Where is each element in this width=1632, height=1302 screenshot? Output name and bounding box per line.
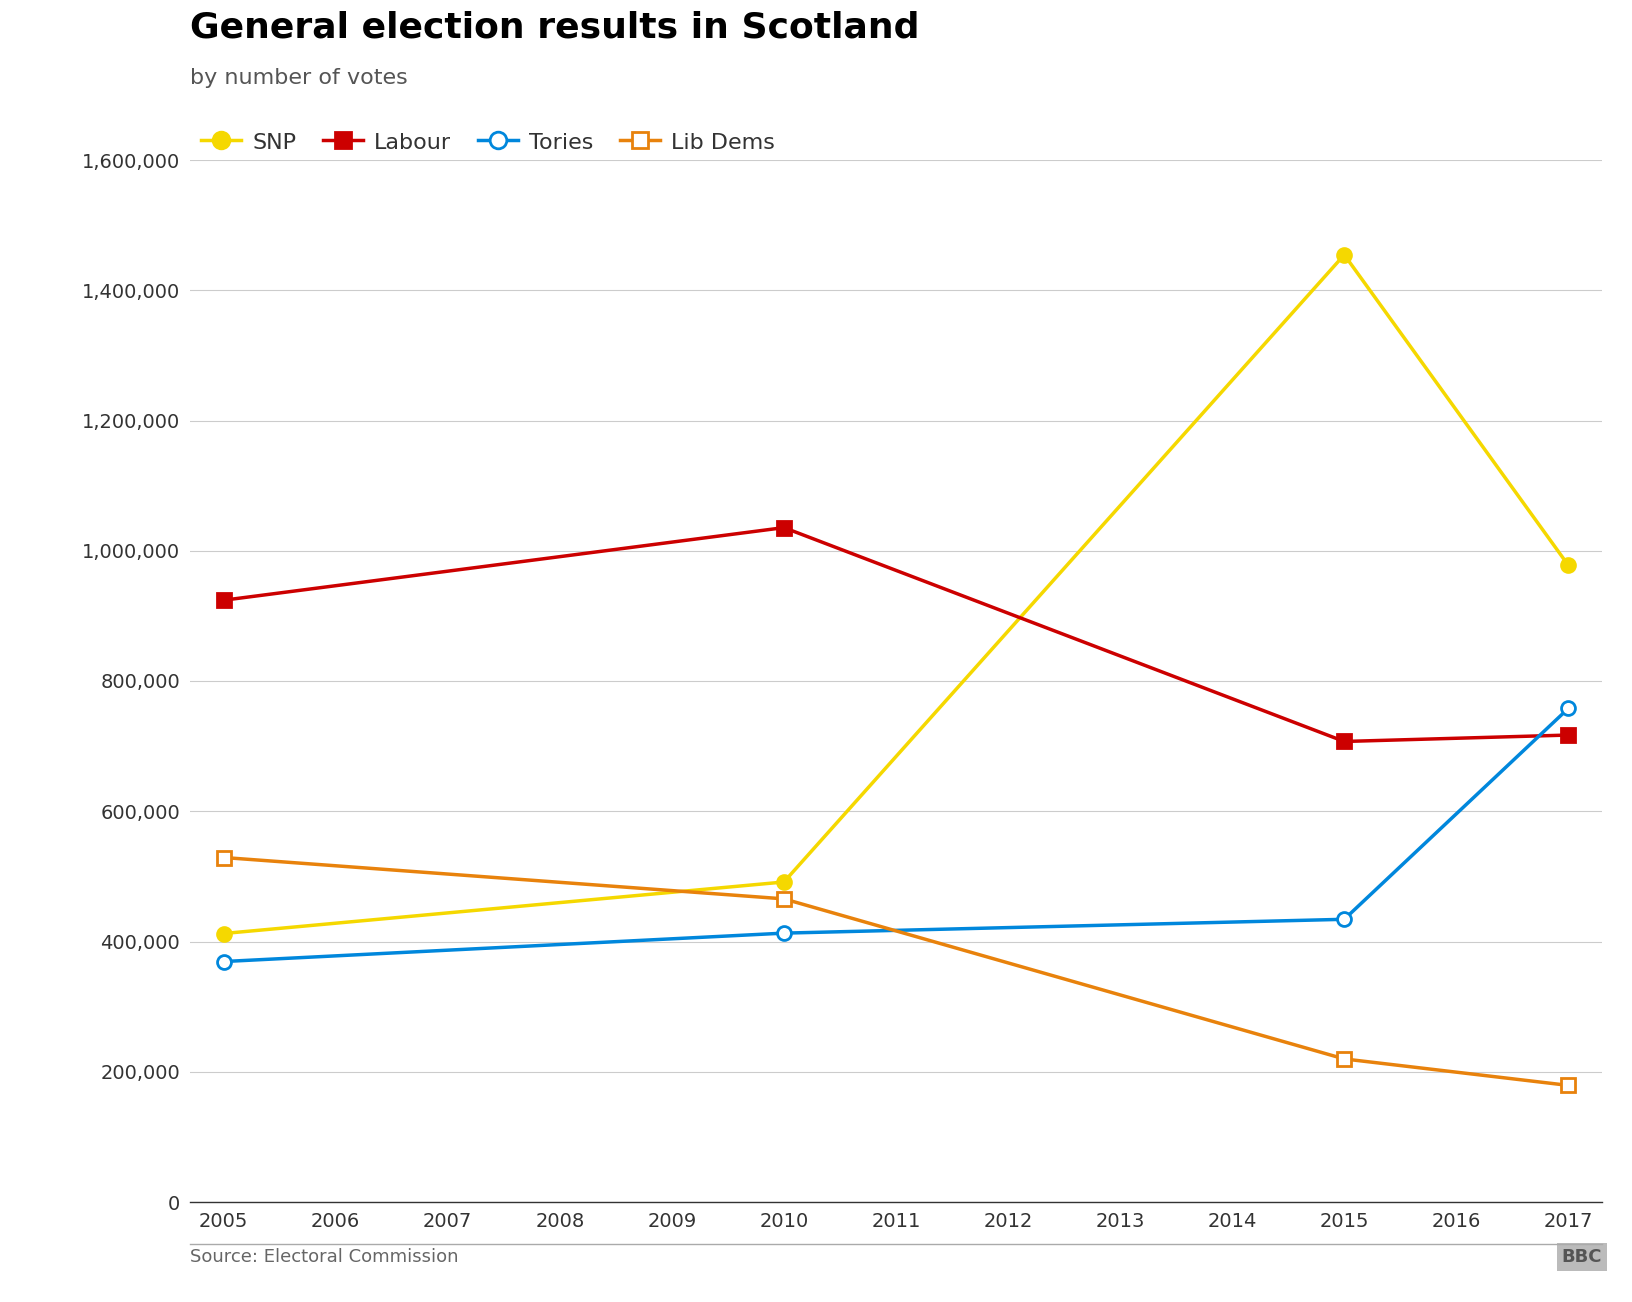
Legend: SNP, Labour, Tories, Lib Dems: SNP, Labour, Tories, Lib Dems xyxy=(201,132,775,152)
Text: Source: Electoral Commission: Source: Electoral Commission xyxy=(189,1249,459,1266)
Text: by number of votes: by number of votes xyxy=(189,68,408,89)
Text: General election results in Scotland: General election results in Scotland xyxy=(189,10,919,44)
Text: BBC: BBC xyxy=(1562,1249,1603,1266)
